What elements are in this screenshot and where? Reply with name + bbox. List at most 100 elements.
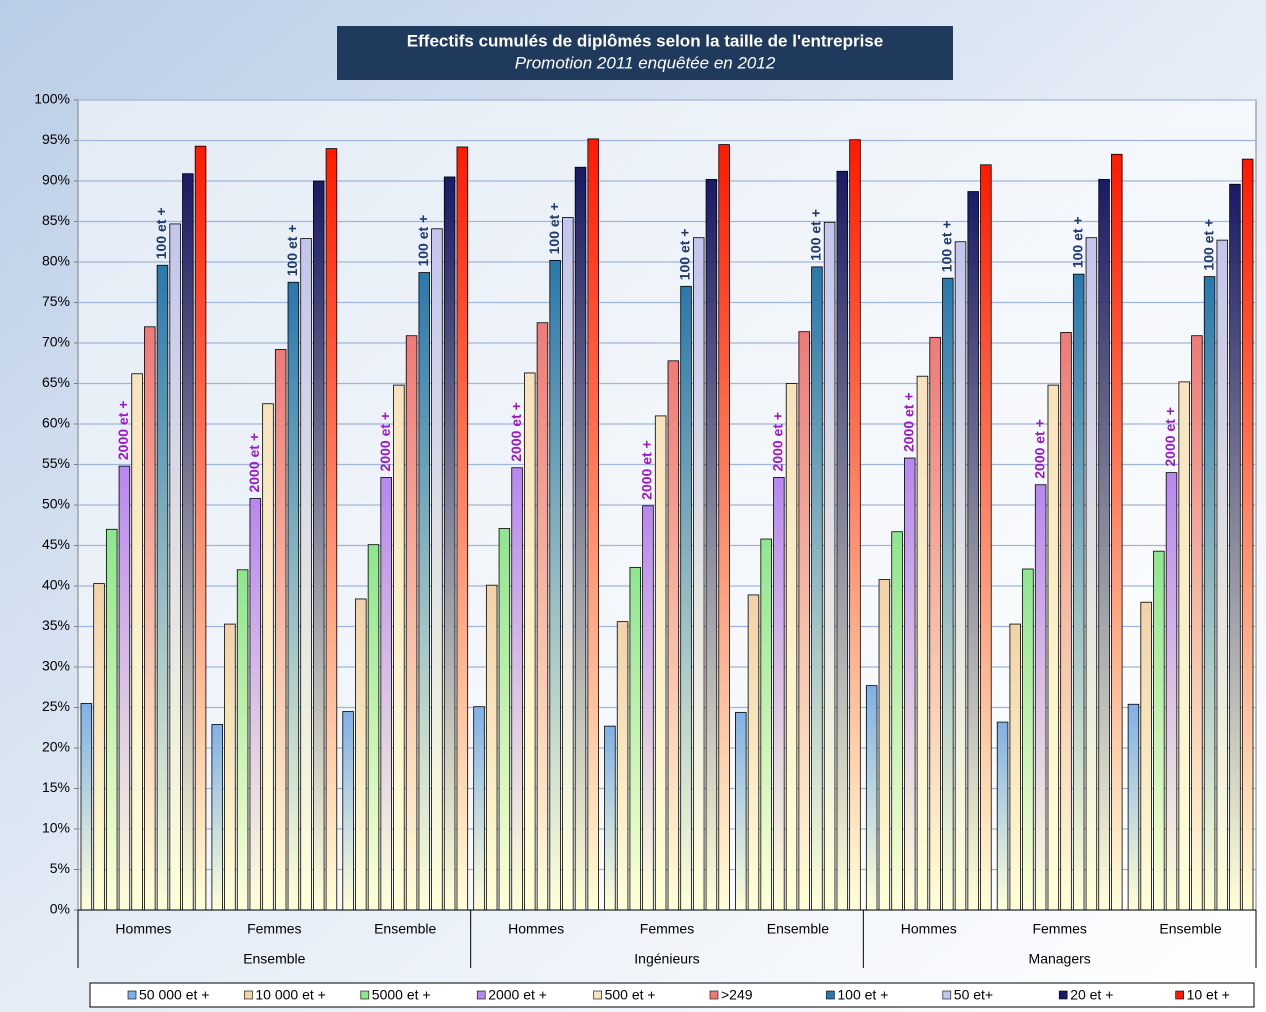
bar bbox=[380, 477, 392, 911]
bar bbox=[473, 706, 485, 911]
x-tick-label: Ensemble bbox=[1159, 921, 1221, 937]
legend-label: 5000 et + bbox=[372, 987, 431, 1003]
legend-label: 50 et+ bbox=[954, 987, 993, 1003]
x-tick-label: Ensemble bbox=[767, 921, 829, 937]
chart-subtitle: Promotion 2011 enquêtée en 2012 bbox=[515, 53, 776, 72]
annotation: 2000 et + bbox=[115, 401, 131, 461]
legend-swatch bbox=[593, 990, 602, 1000]
bar bbox=[405, 335, 418, 911]
bar bbox=[996, 721, 1009, 911]
bar bbox=[1191, 335, 1203, 911]
y-tick-label: 45% bbox=[42, 536, 70, 552]
legend-label: 20 et + bbox=[1070, 987, 1113, 1003]
y-tick-label: 0% bbox=[50, 901, 70, 917]
bar bbox=[1216, 239, 1229, 911]
bar bbox=[355, 598, 367, 911]
annotation: 2000 et + bbox=[770, 412, 786, 472]
bar bbox=[604, 725, 616, 911]
bar bbox=[443, 176, 456, 911]
legend-label: 50 000 et + bbox=[139, 987, 209, 1003]
legend-swatch bbox=[942, 990, 952, 1000]
annotation: 2000 et + bbox=[246, 433, 262, 493]
bar bbox=[367, 544, 380, 911]
bar bbox=[93, 583, 105, 911]
annotation: 2000 et + bbox=[1031, 419, 1047, 479]
bar bbox=[287, 281, 300, 911]
x-tick-label: Femmes bbox=[640, 921, 694, 937]
bar bbox=[485, 584, 498, 911]
annotation: 2000 et + bbox=[1162, 407, 1178, 467]
legend-label: 500 et + bbox=[605, 987, 656, 1003]
x-tick-label: Hommes bbox=[508, 921, 564, 937]
bar bbox=[574, 166, 587, 911]
annotation: 2000 et + bbox=[900, 392, 916, 452]
bar bbox=[849, 139, 861, 911]
annotation: 100 et + bbox=[284, 224, 300, 276]
x-tick-label: Hommes bbox=[901, 921, 957, 937]
y-tick-label: 20% bbox=[42, 739, 70, 755]
bar bbox=[1009, 623, 1022, 911]
bar bbox=[1072, 273, 1085, 911]
title-box bbox=[337, 26, 953, 80]
y-tick-label: 65% bbox=[42, 374, 70, 390]
bar bbox=[773, 477, 785, 911]
bar bbox=[587, 138, 599, 911]
bar bbox=[836, 170, 849, 911]
y-tick-label: 95% bbox=[42, 131, 70, 147]
bar bbox=[916, 375, 929, 911]
y-tick-label: 25% bbox=[42, 698, 70, 714]
bar bbox=[904, 457, 916, 911]
bar bbox=[967, 191, 979, 911]
group-label: Managers bbox=[1029, 951, 1091, 967]
bar bbox=[1085, 237, 1098, 911]
bar bbox=[156, 264, 169, 911]
bar bbox=[616, 621, 629, 911]
bar bbox=[1153, 550, 1165, 911]
annotation: 100 et + bbox=[153, 207, 169, 259]
bar bbox=[1178, 381, 1190, 911]
bar bbox=[118, 465, 131, 911]
y-tick-label: 60% bbox=[42, 415, 70, 431]
annotation: 100 et + bbox=[808, 209, 824, 261]
annotation: 2000 et + bbox=[508, 402, 524, 462]
bar bbox=[498, 528, 511, 911]
group-label: Ingénieurs bbox=[634, 951, 699, 967]
chart-title: Effectifs cumulés de diplômés selon la t… bbox=[407, 31, 883, 50]
bar bbox=[393, 384, 405, 911]
legend-swatch bbox=[709, 990, 719, 1000]
bar bbox=[747, 594, 760, 911]
bar bbox=[312, 180, 325, 911]
legend-swatch bbox=[826, 990, 835, 1000]
bar bbox=[891, 531, 903, 911]
bar bbox=[182, 173, 194, 911]
bar bbox=[1034, 484, 1047, 911]
annotation: 100 et + bbox=[1200, 219, 1216, 271]
legend-label: 100 et + bbox=[837, 987, 888, 1003]
bar bbox=[262, 403, 274, 911]
bar bbox=[929, 336, 941, 911]
bar bbox=[642, 505, 654, 911]
y-tick-label: 10% bbox=[42, 820, 70, 836]
annotation: 100 et + bbox=[677, 229, 693, 281]
bar bbox=[236, 569, 249, 911]
bar bbox=[524, 372, 536, 911]
legend-swatch bbox=[1175, 990, 1184, 1000]
bar bbox=[144, 326, 156, 911]
bar bbox=[1203, 276, 1216, 911]
y-tick-label: 70% bbox=[42, 334, 70, 350]
y-tick-label: 85% bbox=[42, 212, 70, 228]
bar bbox=[431, 228, 443, 911]
bar bbox=[80, 703, 93, 911]
bar bbox=[536, 322, 549, 911]
bar bbox=[798, 331, 810, 911]
y-tick-label: 30% bbox=[42, 658, 70, 674]
bar bbox=[418, 272, 430, 911]
legend-label: 10 et + bbox=[1187, 987, 1230, 1003]
y-tick-label: 15% bbox=[42, 779, 70, 795]
y-tick-label: 35% bbox=[42, 617, 70, 633]
bar bbox=[735, 711, 747, 911]
bar bbox=[942, 277, 954, 911]
bar bbox=[823, 221, 836, 911]
legend-swatch bbox=[244, 990, 253, 1000]
